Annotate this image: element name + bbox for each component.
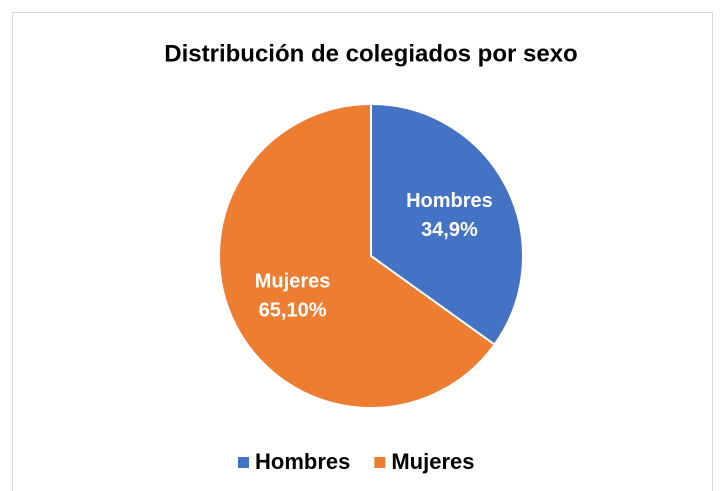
- legend-label: Hombres: [255, 449, 350, 474]
- slice-label: Hombres: [406, 190, 493, 212]
- slice-value-label: 34,9%: [421, 219, 478, 241]
- legend-label: Mujeres: [391, 449, 474, 474]
- chart-title: Distribución de colegiados por sexo: [164, 40, 577, 67]
- slice-label: Mujeres: [255, 271, 331, 293]
- legend-swatch: [238, 457, 249, 468]
- legend-swatch: [374, 457, 386, 468]
- pie-slice: [218, 102, 496, 409]
- pie-slice: [370, 102, 524, 346]
- slice-value-label: 65,10%: [259, 300, 327, 322]
